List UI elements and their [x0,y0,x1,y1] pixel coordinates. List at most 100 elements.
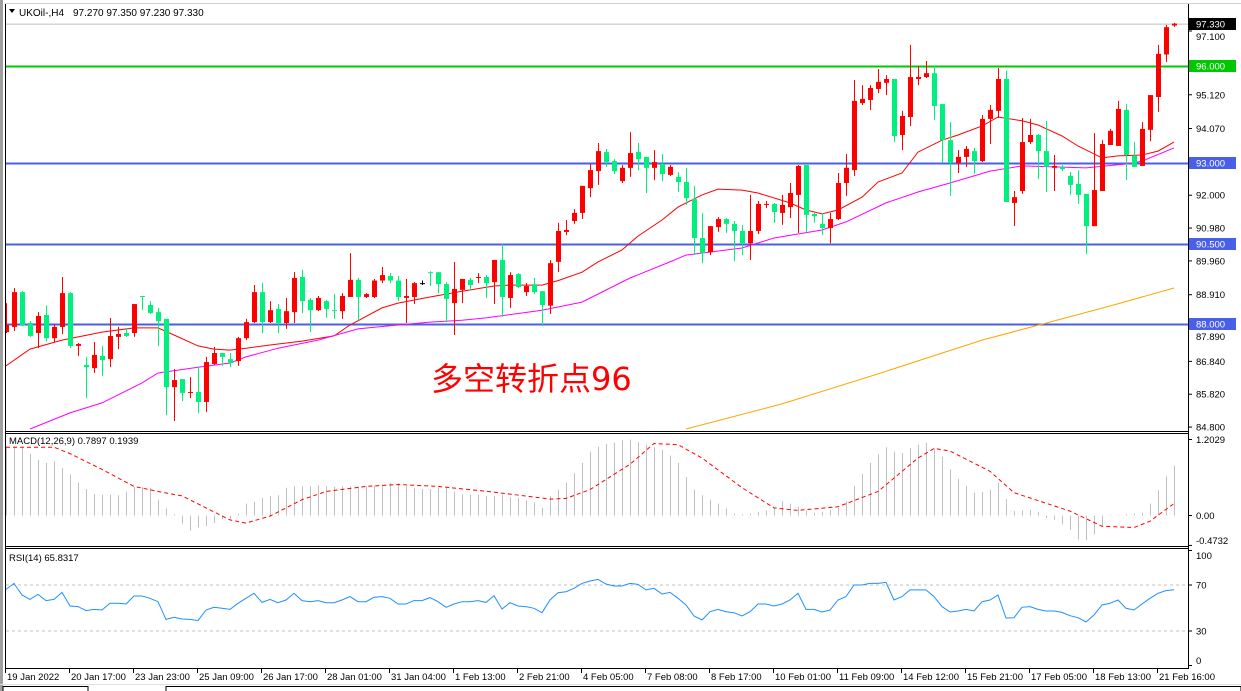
candle-body [316,297,321,311]
triangle-down-icon[interactable] [9,9,15,13]
candle-body [548,263,553,306]
candle [764,201,769,209]
candle-body [900,116,905,136]
macd-tick-label: 1.2029 [1196,435,1225,446]
candle-body [860,98,865,104]
candle-body [668,166,673,175]
candle [276,304,281,334]
candle [52,324,57,343]
price-level-tag[interactable] [1189,318,1236,330]
candle-body [972,151,977,162]
candle [756,201,761,235]
candle-body [76,343,81,346]
candlesticks [6,22,1177,421]
candle [596,143,601,185]
candle-body [764,203,769,205]
candle [236,336,241,366]
price-level-tag-label: 93.000 [1196,159,1225,170]
candle [1172,22,1177,27]
candle [148,301,153,315]
price-tick-label: 92.000 [1196,191,1225,202]
candle [580,185,585,220]
candle-body [828,219,833,229]
candle [1036,134,1041,180]
candle [500,244,505,317]
candle [68,292,73,349]
candle-body [12,292,17,327]
candle [396,276,401,302]
candle [260,283,265,334]
candle-body [44,315,49,339]
candle [180,379,185,401]
price-level-tag[interactable] [1189,238,1236,250]
candle-body [884,78,889,83]
chart-header[interactable]: UKOil-,H4 97.270 97.350 97.230 97.330 [9,8,204,19]
price-tick-label: 95.120 [1196,90,1225,101]
candle-body [1060,166,1065,170]
candle [132,304,137,337]
candle [924,60,929,79]
candle-body [364,294,369,297]
candle-body [868,87,873,100]
candle-body [292,277,297,313]
candle [492,259,497,305]
rsi-tick-label: 30 [1196,627,1207,638]
candle-body [948,140,953,164]
time-axis[interactable]: 19 Jan 2022 20 Jan 17:00 23 Jan 23:00 25 Ja… [5,668,1216,683]
candle [220,353,225,366]
candle [484,275,489,298]
candle [644,156,649,193]
candle-body [804,164,809,215]
candle-body [724,219,729,224]
price-level-tag[interactable] [1189,18,1236,30]
candle-body [1084,193,1089,227]
time-tick-label: 7 Feb 08:00 [647,672,698,683]
candle-body [820,223,825,229]
time-tick-label: 31 Jan 04:00 [391,672,446,683]
price-level-tag[interactable] [1189,60,1236,72]
candle [636,143,641,171]
candle-body [420,283,425,285]
time-tick-label: 20 Jan 17:00 [71,672,126,683]
candle-body [852,100,857,171]
annotation-text[interactable]: 多空转折点96 [431,360,632,398]
candle [556,222,561,273]
candle-body [812,213,817,217]
candle [964,145,969,167]
price-tick-label: 97.100 [1196,32,1225,43]
candle-body [6,324,9,333]
candle-body [148,305,153,314]
candle-body [836,182,841,220]
candle [708,226,713,256]
candle-body [500,259,505,297]
candle [676,172,681,192]
candle-body [684,182,689,199]
macd-panel[interactable] [6,439,1175,541]
price-level-tag-label: 88.000 [1196,320,1225,331]
candle-body [540,291,545,306]
chart-tab[interactable] [2,686,89,691]
candle [364,293,369,298]
tab-scroll-area[interactable] [165,686,1241,691]
candle-body [52,326,57,339]
candle [668,164,673,176]
candle-body [796,165,801,195]
candle [836,173,841,221]
candle-body [516,274,521,287]
candle [348,253,353,297]
price-axis[interactable]: 97.100 95.120 94.070 92.000 90.980 89.960 88.9… [1188,18,1236,434]
candle-body [652,162,657,168]
candle [292,272,297,324]
candle [324,299,329,318]
candle [1092,133,1097,227]
candle-body [60,293,65,327]
candle-body [844,167,849,183]
candle-body [228,359,233,363]
rsi-panel[interactable] [5,578,1188,632]
price-level-tag[interactable] [1189,157,1236,169]
candle-body [564,229,569,232]
candle [1028,118,1033,145]
price-tick-label: 87.890 [1196,332,1225,343]
candle-body [308,299,313,311]
